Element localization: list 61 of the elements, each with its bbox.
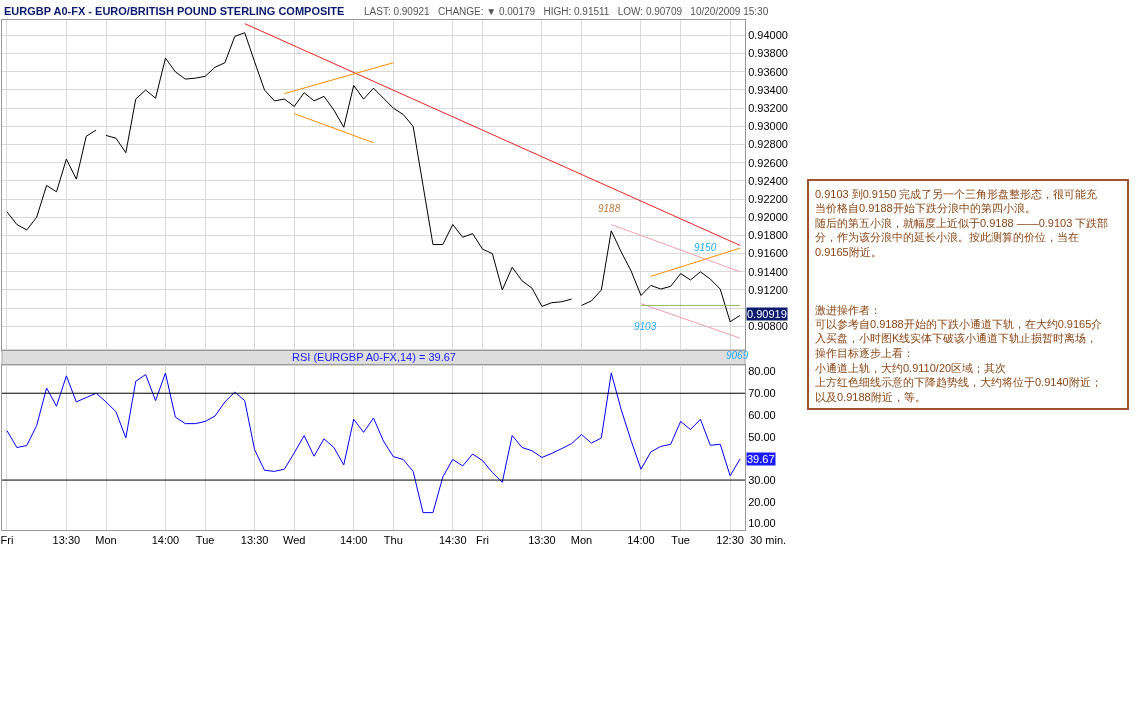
x-tick-label: Thu: [383, 534, 403, 547]
y-tick-label: 0.93400: [748, 83, 788, 96]
text: 以及0.9188附近，等。: [815, 391, 926, 403]
x-tick-label: 14:00: [339, 534, 368, 547]
annotation: 9188: [598, 203, 621, 214]
text: 可以参考自0.9188开始的下跌小通道下轨，在大约0.9165介入买盘，小时图K线实体下破该小通道下轨止损暂时离场，: [815, 318, 1103, 345]
x-tick-label: Tue: [195, 534, 215, 547]
y-tick-label: 60.00: [748, 408, 776, 421]
y-tick-label: 20.00: [748, 495, 776, 508]
x-tick-label: Mon: [570, 534, 593, 547]
line-series: [6, 129, 97, 231]
x-tick-label: Tue: [671, 534, 690, 547]
y-tick-label: 50.00: [748, 430, 776, 443]
annotation: 0.90919: [747, 308, 787, 320]
chart-title: EURGBP A0-FX - EURO/BRITISH POUND STERLING COMPOSITE: [4, 5, 345, 17]
y-tick-label: 0.92200: [748, 192, 788, 205]
y-tick-label: 0.94000: [748, 29, 788, 42]
x-tick-label: 12:30: [716, 534, 744, 547]
x-tick-label: Fri: [0, 534, 14, 547]
chart-subtitle: LAST: 0.90921 CHANGE: ▼ 0.00179 HIGH: 0.91511 LOW: 0.90709 10/20/2009 15:30: [364, 6, 769, 17]
chart-title: RSI (EURGBP A0-FX,14) = 39.67: [292, 351, 456, 363]
y-tick-label: 80.00: [748, 365, 776, 378]
text: 激进操作者：: [815, 304, 881, 316]
x-tick-label: 13:30: [52, 534, 81, 547]
y-tick-label: 70.00: [748, 387, 776, 400]
y-tick-label: 0.93800: [748, 47, 788, 60]
y-tick-label: 0.91200: [748, 283, 788, 296]
text: 0.9103 到0.9150 完成了另一个三角形盘整形态，很可能充当价格自0.9188开始下跌分浪中的第四小浪。: [815, 188, 1098, 215]
text: 小通道上轨，大约0.9110/20区域；其次: [815, 362, 1007, 374]
line-series: [105, 32, 573, 307]
annotation: 9150: [694, 242, 717, 253]
x-tick-label: 13:30: [528, 534, 556, 547]
x-tick-label: Mon: [95, 534, 117, 547]
y-tick-label: 0.91800: [748, 229, 788, 242]
x-axis-title: 30 min.: [750, 534, 787, 546]
y-tick-label: 0.93600: [748, 65, 788, 78]
text: 39.67: [747, 453, 775, 465]
line-series: [581, 230, 741, 323]
y-tick-label: 0.90800: [748, 320, 788, 333]
x-tick-label: 14:00: [627, 534, 655, 547]
text: 随后的第五小浪，就幅度上近似于0.9188 ——0.9103 下跌部分，作为该分浪中的延长小浪。按此测算的价位，当在0.9165附近。: [815, 217, 1109, 258]
x-tick-label: Wed: [283, 534, 306, 547]
y-tick-label: 0.91400: [748, 265, 788, 278]
x-tick-label: 13:30: [240, 534, 269, 547]
text: 操作目标逐步上看：: [815, 347, 914, 359]
text: 9069: [726, 350, 749, 361]
y-tick-label: 0.91600: [748, 247, 788, 260]
text: 上方红色细线示意的下降趋势线，大约将位于0.9140附近；: [815, 376, 1102, 388]
y-tick-label: 0.92400: [748, 174, 788, 187]
y-tick-label: 0.92600: [748, 156, 788, 169]
annotation: 9103: [634, 321, 657, 332]
line-series: [6, 372, 741, 514]
y-tick-label: 30.00: [748, 473, 776, 486]
y-tick-label: 0.93000: [748, 120, 788, 133]
y-tick-label: 0.92800: [748, 138, 788, 151]
x-tick-label: 14:00: [151, 534, 180, 547]
y-tick-label: 10.00: [748, 517, 776, 530]
x-tick-label: 14:30: [438, 534, 467, 547]
x-tick-label: Fri: [476, 534, 489, 547]
y-tick-label: 0.92000: [748, 211, 788, 224]
y-tick-label: 0.93200: [748, 102, 788, 115]
